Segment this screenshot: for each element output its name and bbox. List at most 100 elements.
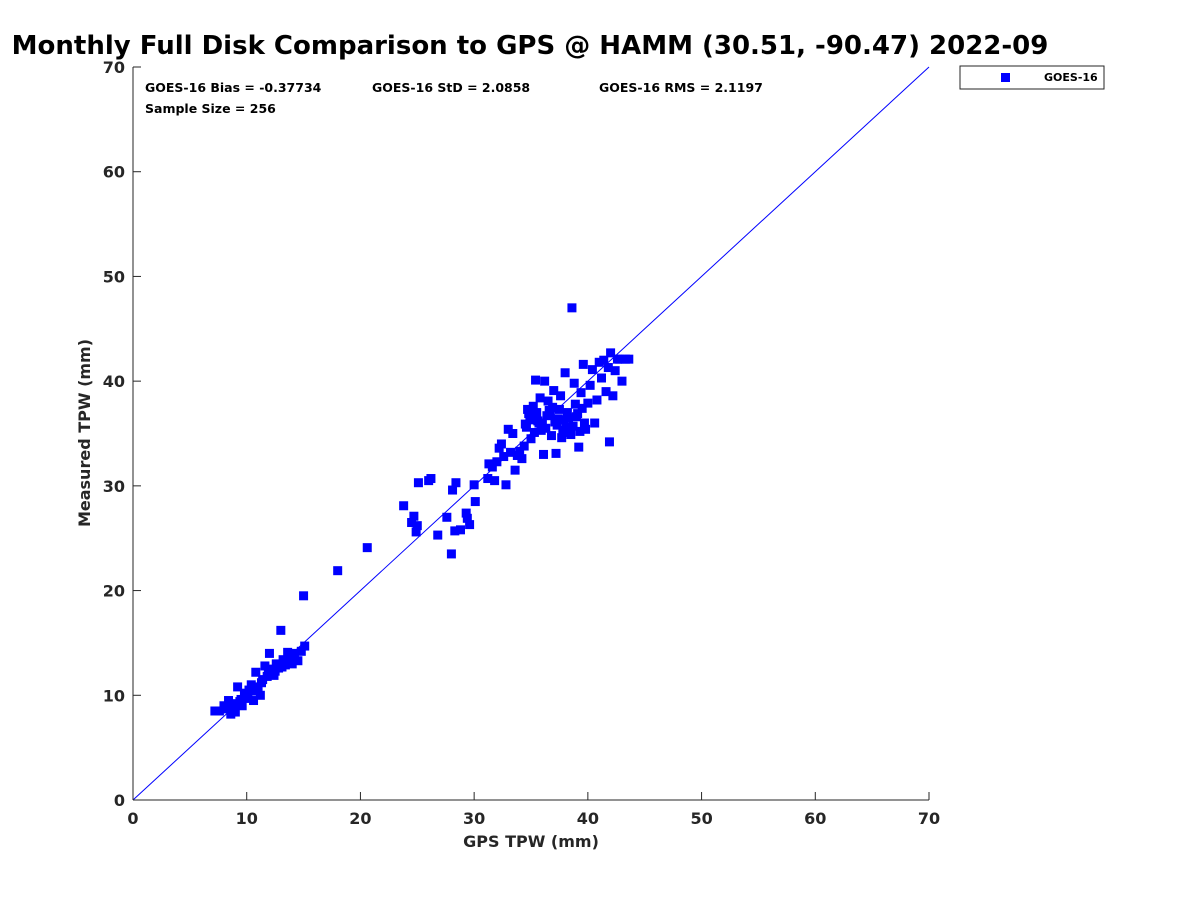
data-point bbox=[578, 359, 588, 369]
data-point bbox=[210, 706, 220, 716]
data-point bbox=[535, 393, 545, 403]
data-point bbox=[520, 419, 530, 429]
legend-box bbox=[959, 65, 1105, 90]
data-point bbox=[540, 376, 550, 386]
data-point bbox=[412, 521, 422, 531]
y-tick-label: 0 bbox=[114, 791, 125, 810]
data-point bbox=[549, 386, 559, 396]
data-point bbox=[599, 355, 609, 365]
data-point bbox=[409, 511, 419, 521]
data-point bbox=[581, 424, 591, 434]
data-point bbox=[603, 363, 613, 373]
x-tick-label: 0 bbox=[127, 809, 138, 828]
data-point bbox=[569, 378, 579, 388]
data-point bbox=[579, 418, 589, 428]
data-point bbox=[570, 399, 580, 409]
data-point bbox=[554, 404, 564, 414]
data-point bbox=[597, 373, 607, 383]
data-point bbox=[284, 657, 294, 667]
data-point bbox=[556, 391, 566, 401]
data-point bbox=[251, 667, 261, 677]
sample-size-stat: Sample Size = 256 bbox=[145, 101, 276, 116]
data-point bbox=[469, 480, 479, 490]
data-point bbox=[333, 566, 343, 576]
data-point bbox=[499, 452, 509, 462]
data-point bbox=[451, 478, 461, 488]
y-tick-label: 20 bbox=[103, 582, 125, 601]
data-point bbox=[407, 518, 417, 528]
legend: GOES-16 bbox=[959, 65, 1105, 90]
data-point bbox=[433, 530, 443, 540]
data-point bbox=[573, 409, 583, 419]
data-point bbox=[615, 354, 625, 364]
data-point bbox=[529, 427, 539, 437]
std-stat: GOES-16 StD = 2.0858 bbox=[372, 80, 530, 95]
data-point bbox=[399, 501, 409, 511]
data-point bbox=[557, 433, 567, 443]
data-point bbox=[606, 348, 616, 358]
rms-stat: GOES-16 RMS = 2.1197 bbox=[599, 80, 763, 95]
legend-marker bbox=[1001, 73, 1010, 82]
data-point bbox=[548, 402, 558, 412]
data-point bbox=[362, 543, 372, 553]
x-tick-label: 70 bbox=[918, 809, 940, 828]
data-point bbox=[224, 696, 234, 706]
bias-stat: GOES-16 Bias = -0.37734 bbox=[145, 80, 322, 95]
data-point bbox=[523, 404, 533, 414]
data-point bbox=[277, 662, 287, 672]
data-point bbox=[442, 512, 452, 522]
x-tick-label: 30 bbox=[463, 809, 485, 828]
x-axis-ticks: 0 10 20 30 40 50 60 70 bbox=[127, 792, 940, 828]
data-point bbox=[519, 441, 529, 451]
data-point bbox=[465, 520, 475, 530]
data-point bbox=[517, 454, 527, 464]
data-point bbox=[506, 447, 516, 457]
data-point bbox=[546, 431, 556, 441]
data-point bbox=[283, 647, 293, 657]
x-tick-label: 40 bbox=[577, 809, 599, 828]
y-tick-label: 70 bbox=[103, 58, 125, 77]
data-point bbox=[560, 368, 570, 378]
data-point bbox=[567, 303, 577, 313]
data-point bbox=[583, 398, 593, 408]
legend-label: GOES-16 bbox=[1044, 71, 1098, 84]
y-tick-label: 30 bbox=[103, 477, 125, 496]
data-point bbox=[574, 442, 584, 452]
data-point bbox=[510, 465, 520, 475]
data-point bbox=[594, 357, 604, 367]
data-point bbox=[470, 497, 480, 507]
data-point bbox=[608, 391, 618, 401]
data-point bbox=[532, 408, 542, 418]
data-point bbox=[226, 709, 236, 719]
data-point bbox=[214, 706, 224, 716]
data-point bbox=[543, 396, 553, 406]
x-tick-label: 10 bbox=[236, 809, 258, 828]
y-tick-label: 40 bbox=[103, 372, 125, 391]
data-points bbox=[210, 303, 634, 719]
x-tick-label: 50 bbox=[690, 809, 712, 828]
data-point bbox=[515, 446, 525, 456]
data-point bbox=[230, 707, 240, 717]
data-point bbox=[617, 376, 627, 386]
data-point bbox=[525, 415, 535, 425]
x-tick-label: 60 bbox=[804, 809, 826, 828]
data-point bbox=[492, 457, 502, 467]
data-point bbox=[592, 395, 602, 405]
data-point bbox=[299, 591, 309, 601]
data-point bbox=[508, 429, 518, 438]
data-point bbox=[545, 410, 555, 420]
data-point bbox=[300, 641, 310, 651]
data-point bbox=[501, 480, 511, 490]
data-point bbox=[490, 476, 500, 486]
data-point bbox=[461, 508, 471, 518]
data-point bbox=[276, 625, 286, 635]
data-point bbox=[528, 401, 538, 411]
data-point bbox=[233, 682, 243, 692]
y-axis-label: Measured TPW (mm) bbox=[75, 339, 94, 527]
data-point bbox=[278, 655, 288, 665]
data-point bbox=[249, 696, 259, 706]
y-tick-label: 60 bbox=[103, 163, 125, 182]
data-point bbox=[503, 424, 513, 434]
data-point bbox=[236, 694, 246, 704]
